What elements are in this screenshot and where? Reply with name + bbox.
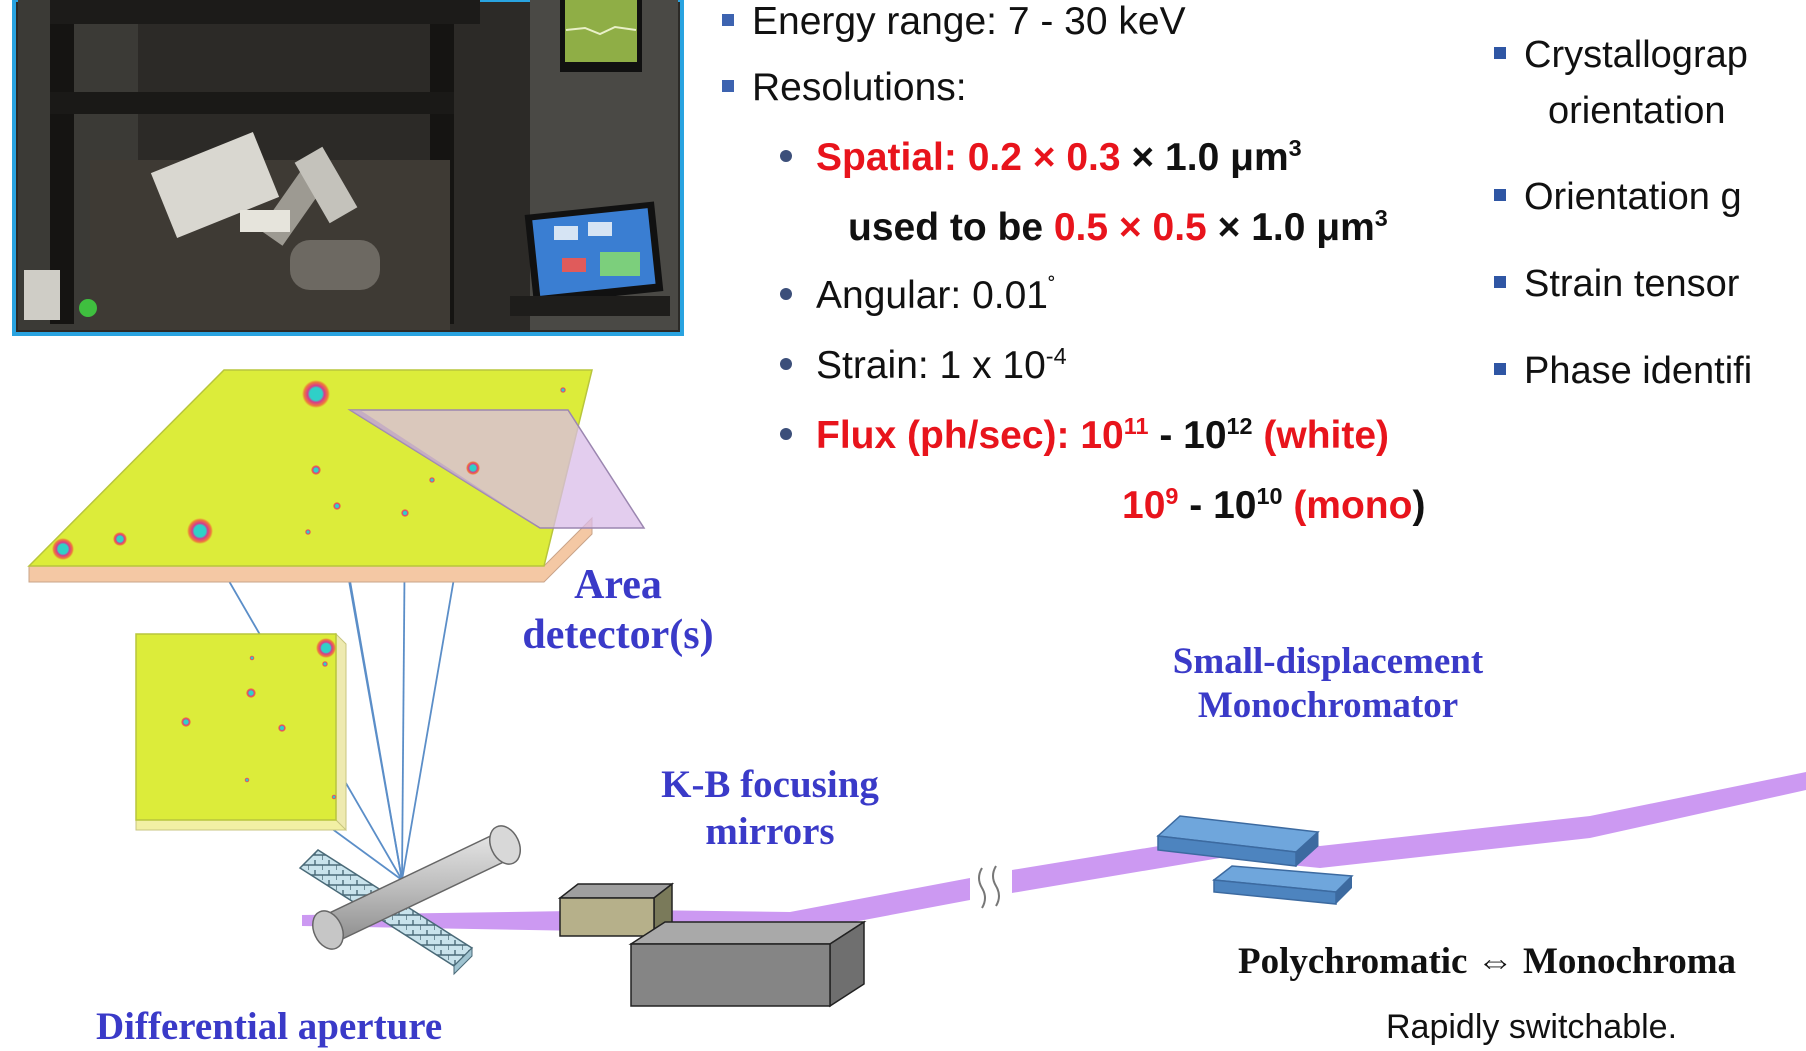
bullet-square-icon [1494,362,1506,375]
capability-orientation-gradient: Orientation g [1494,178,1742,216]
diffraction-spot [187,518,213,544]
bullet-dot-icon [780,149,792,162]
capability-orientation-continued: orientation [1548,90,1726,132]
spatial-resolution-item: Spatial: 0.2 × 0.3 × 1.0 μm3 [780,136,1302,177]
instrument-photo [10,0,686,338]
area-detector-small [135,632,347,832]
differential-aperture-label: Differential aperture [96,1005,443,1048]
differential-aperture-wire [312,825,521,950]
diffraction-spot [305,529,311,535]
x-ray-beam [1012,772,1806,893]
area-detector-label: Area detector(s) [522,562,714,659]
kb-mirror-large [628,920,867,1008]
bullet-square-icon [722,79,734,92]
flux-white-item: Flux (ph/sec): 1011 - 1012 (white) [780,414,1389,455]
bullet-square-icon [1494,275,1506,288]
diffraction-spot [113,532,127,546]
diffraction-spot [316,638,336,658]
bullet-dot-icon [780,427,792,440]
capability-crystallography: Crystallograp [1494,36,1748,74]
bullet-square-icon [722,13,734,26]
diffraction-spot [278,724,286,732]
monochromator-crystal-lower [1212,865,1354,905]
angular-resolution-item: Angular: 0.01˚ [780,274,1056,315]
area-detector-large [27,369,646,583]
kb-mirrors-label: K-B focusing mirrors [661,763,879,853]
diffraction-spot [302,380,330,408]
diffraction-spot [429,477,435,483]
monochromator-label: Small-displacement Monochromator [1172,641,1484,727]
diffraction-spot [333,502,341,510]
diffraction-spot [466,461,480,475]
energy-range-item: Energy range: 7 - 30 keV [722,2,1186,41]
capability-strain-tensor: Strain tensor [1494,265,1739,303]
diffraction-spot [331,794,337,800]
bullet-dot-icon [780,287,792,300]
monochromator-crystal-upper [1156,815,1320,868]
strain-resolution-item: Strain: 1 x 10-4 [780,344,1067,385]
diffraction-spot [401,509,409,517]
switchable-note: Rapidly switchable. [1386,1008,1678,1046]
bullet-dot-icon [780,357,792,370]
bullet-square-icon [1494,188,1506,201]
diffraction-spot [244,777,250,783]
diffraction-spot [560,387,566,393]
diffraction-spot [52,538,74,560]
previous-spatial-resolution: used to be 0.5 × 0.5 × 1.0 μm3 [848,205,1388,249]
capability-phase-identification: Phase identifi [1494,352,1752,390]
diffraction-spot [249,655,255,661]
bullet-square-icon [1494,46,1506,59]
diffraction-spot [311,465,321,475]
beam-break-icon [978,865,1000,909]
flux-mono-item: 109 - 1010 (mono) [1122,483,1426,527]
poly-mono-label: Polychromatic ⇔ Monochroma [1238,941,1737,982]
diffraction-spot [246,688,256,698]
diffraction-spot [181,717,191,727]
x-ray-beam [302,878,970,934]
resolutions-item: Resolutions: [722,68,967,107]
diffraction-spot [322,661,328,667]
